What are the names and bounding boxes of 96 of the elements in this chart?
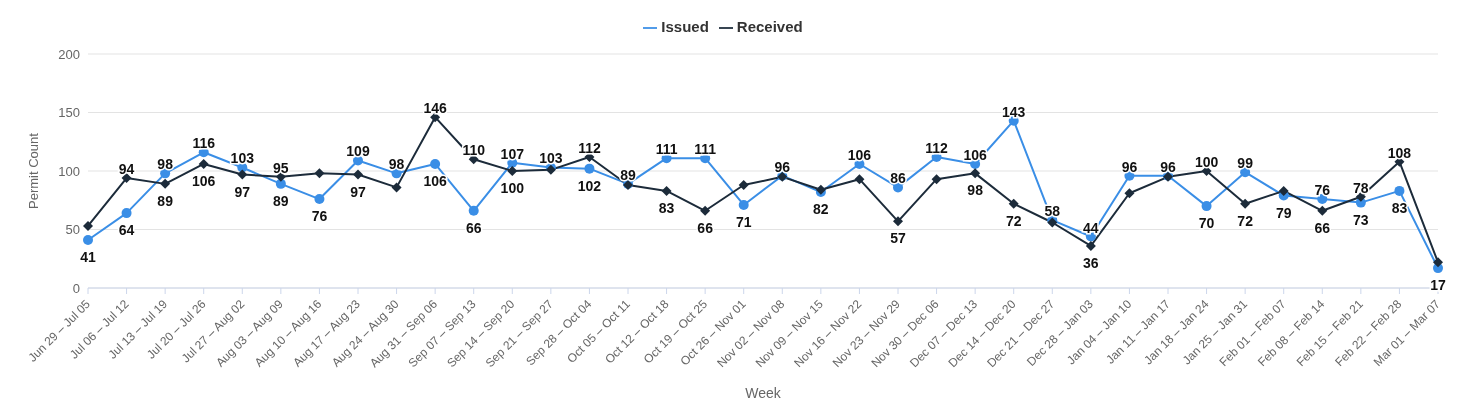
point	[391, 182, 402, 193]
data-label: 70	[1198, 215, 1215, 232]
data-label: 100	[1194, 154, 1219, 170]
data-label: 98	[967, 182, 984, 199]
point	[430, 158, 441, 169]
y-tick-label: 50	[65, 222, 80, 238]
data-label: 89	[273, 192, 289, 209]
data-label: 66	[697, 219, 714, 236]
data-label: 83	[658, 199, 675, 216]
point	[314, 194, 325, 205]
data-label: 98	[388, 156, 405, 173]
data-label: 76	[311, 208, 328, 225]
data-label: 64	[118, 222, 135, 239]
point	[738, 180, 749, 191]
data-label: 103	[539, 150, 563, 167]
data-label: 36	[1083, 254, 1099, 271]
data-label: 98	[157, 156, 174, 173]
point	[1317, 205, 1328, 216]
point	[468, 205, 479, 216]
data-label: 76	[1314, 182, 1331, 199]
data-label: 79	[1275, 204, 1292, 221]
point	[83, 235, 93, 246]
data-label: 72	[1237, 212, 1254, 229]
point	[1278, 185, 1289, 196]
data-label: 100	[500, 180, 525, 196]
data-label: 112	[578, 139, 601, 156]
data-label: 17	[1430, 277, 1446, 294]
data-label: 82	[813, 201, 829, 218]
data-label: 116	[192, 135, 216, 152]
point	[584, 163, 595, 174]
point	[1085, 240, 1096, 251]
data-label: 72	[1005, 212, 1022, 229]
data-label: 89	[157, 192, 174, 209]
data-label: 106	[423, 172, 448, 189]
data-label: 108	[1387, 144, 1412, 161]
point	[1394, 185, 1405, 196]
point	[1201, 201, 1212, 212]
point	[275, 178, 286, 189]
point	[1124, 188, 1135, 199]
data-label: 146	[423, 100, 448, 117]
y-tick-label: 100	[58, 163, 80, 179]
point	[121, 173, 132, 184]
point	[893, 216, 903, 227]
data-label: 102	[577, 177, 602, 194]
point	[353, 169, 363, 180]
data-label: 112	[925, 139, 949, 156]
point	[160, 178, 171, 189]
point	[700, 205, 711, 216]
y-tick-label: 0	[72, 280, 80, 296]
data-label: 66	[465, 219, 482, 236]
data-label: 89	[620, 166, 636, 183]
point	[237, 169, 248, 180]
data-label: 94	[118, 161, 135, 178]
data-label: 83	[1391, 199, 1408, 216]
y-tick-label: 200	[58, 46, 80, 62]
data-label: 106	[847, 146, 872, 163]
point	[854, 174, 865, 185]
point	[1240, 198, 1251, 209]
data-label: 107	[500, 145, 525, 162]
data-label: 96	[1160, 158, 1176, 175]
y-axis-title: Permit Count	[25, 132, 41, 209]
data-label: 97	[234, 183, 251, 200]
legend-label: Issued	[661, 18, 709, 35]
data-label: 73	[1353, 211, 1369, 228]
point	[121, 208, 132, 219]
data-label: 143	[1002, 103, 1026, 120]
point	[738, 199, 749, 210]
point	[83, 220, 93, 231]
y-tick-label: 150	[58, 105, 80, 121]
data-label: 96	[774, 158, 791, 175]
point	[970, 168, 981, 179]
data-label: 95	[273, 159, 289, 176]
data-label: 71	[735, 213, 752, 230]
data-label: 66	[1314, 219, 1331, 236]
data-label: 86	[890, 170, 906, 187]
data-label: 96	[1121, 158, 1138, 175]
point	[1433, 257, 1443, 268]
data-label: 41	[80, 249, 96, 266]
data-label: 78	[1353, 179, 1369, 196]
data-label: 103	[230, 150, 255, 167]
point	[198, 158, 209, 169]
point	[1008, 198, 1019, 209]
point	[430, 112, 441, 123]
data-label: 111	[694, 141, 717, 158]
data-label: 109	[346, 143, 370, 160]
data-label: 106	[192, 172, 216, 189]
data-label: 57	[890, 230, 906, 247]
point	[314, 168, 325, 179]
point	[661, 185, 672, 196]
point	[507, 166, 518, 176]
data-label: 111	[655, 141, 678, 158]
data-label: 97	[350, 183, 366, 200]
data-label: 99	[1237, 155, 1254, 172]
point	[931, 174, 942, 185]
x-axis-title: Week	[745, 385, 782, 401]
legend-label: Received	[736, 18, 803, 35]
